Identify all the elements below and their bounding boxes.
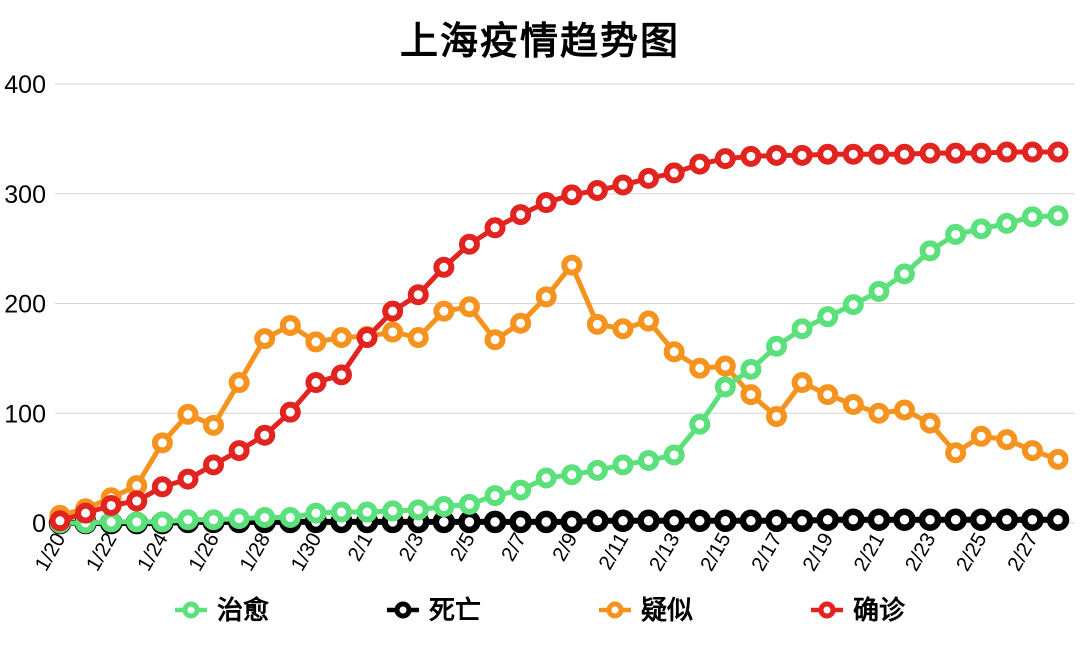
legend-item-death: 死亡 <box>386 595 481 625</box>
svg-text:2/25: 2/25 <box>952 529 992 575</box>
svg-text:100: 100 <box>4 400 46 428</box>
svg-text:2/5: 2/5 <box>446 529 480 565</box>
svg-text:2/13: 2/13 <box>645 529 685 575</box>
svg-text:0: 0 <box>32 510 46 538</box>
svg-text:2/7: 2/7 <box>497 529 531 565</box>
legend-item-suspected: 疑似 <box>599 597 693 623</box>
legend-label-confirmed: 确诊 <box>853 595 906 625</box>
suspected-marker-icon <box>599 601 631 619</box>
confirmed-marker-icon <box>811 601 844 619</box>
svg-text:1/22: 1/22 <box>82 529 122 575</box>
svg-text:400: 400 <box>4 71 46 99</box>
svg-text:1/24: 1/24 <box>133 529 173 575</box>
svg-text:2/11: 2/11 <box>594 529 633 574</box>
legend-label-suspected: 疑似 <box>641 595 694 625</box>
svg-text:1/28: 1/28 <box>235 529 275 575</box>
legend-item-confirmed: 确诊 <box>811 597 905 623</box>
svg-text:2/19: 2/19 <box>798 529 838 575</box>
legend: 治愈 死亡 疑似 确诊 <box>0 597 1080 623</box>
legend-label-death: 死亡 <box>428 595 481 625</box>
svg-text:1/26: 1/26 <box>184 529 224 575</box>
svg-text:2/17: 2/17 <box>747 529 787 575</box>
cured-marker-icon <box>174 601 207 619</box>
svg-text:2/3: 2/3 <box>394 529 428 565</box>
svg-text:2/15: 2/15 <box>696 529 736 575</box>
svg-text:2/27: 2/27 <box>1003 529 1043 575</box>
svg-text:2/23: 2/23 <box>901 529 941 575</box>
svg-text:200: 200 <box>4 291 46 319</box>
chart-title: 上海疫情趋势图 <box>399 21 680 63</box>
svg-text:1/30: 1/30 <box>286 529 326 575</box>
svg-text:2/9: 2/9 <box>548 529 582 565</box>
legend-item-cured: 治愈 <box>174 595 269 625</box>
svg-text:2/21: 2/21 <box>849 529 889 575</box>
legend-label-cured: 治愈 <box>216 595 269 625</box>
svg-text:2/1: 2/1 <box>343 529 377 565</box>
svg-text:300: 300 <box>4 181 46 209</box>
death-marker-icon <box>386 601 419 619</box>
